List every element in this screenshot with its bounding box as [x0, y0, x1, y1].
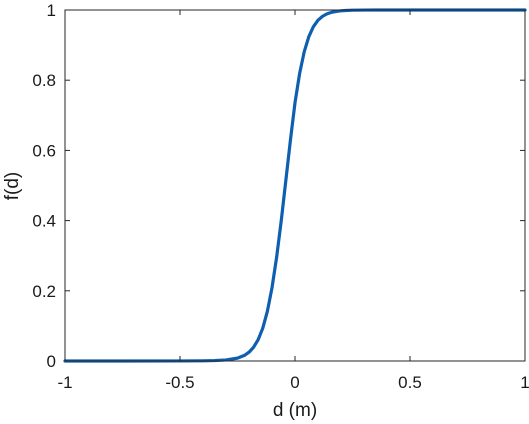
- x-axis-ticks: -1 -0.5 0 0.5 1: [57, 10, 529, 392]
- y-axis-ticks: 0 0.2 0.4 0.6 0.8 1: [32, 1, 525, 371]
- y-tick-label: 0.6: [32, 141, 56, 160]
- x-tick-label: -1: [57, 373, 72, 392]
- x-tick-label: 0: [290, 373, 299, 392]
- y-tick-label: 0.2: [32, 282, 56, 301]
- plot-area: [65, 10, 525, 361]
- x-tick-label: 0.5: [398, 373, 422, 392]
- y-tick-label: 0.4: [32, 212, 56, 231]
- y-tick-label: 0: [47, 352, 56, 371]
- y-tick-label: 1: [47, 1, 56, 20]
- y-axis-label: f(d): [2, 172, 23, 201]
- x-tick-label: 1: [520, 373, 529, 392]
- y-tick-label: 0.8: [32, 71, 56, 90]
- x-axis-label: d (m): [273, 400, 317, 421]
- x-tick-label: -0.5: [165, 373, 194, 392]
